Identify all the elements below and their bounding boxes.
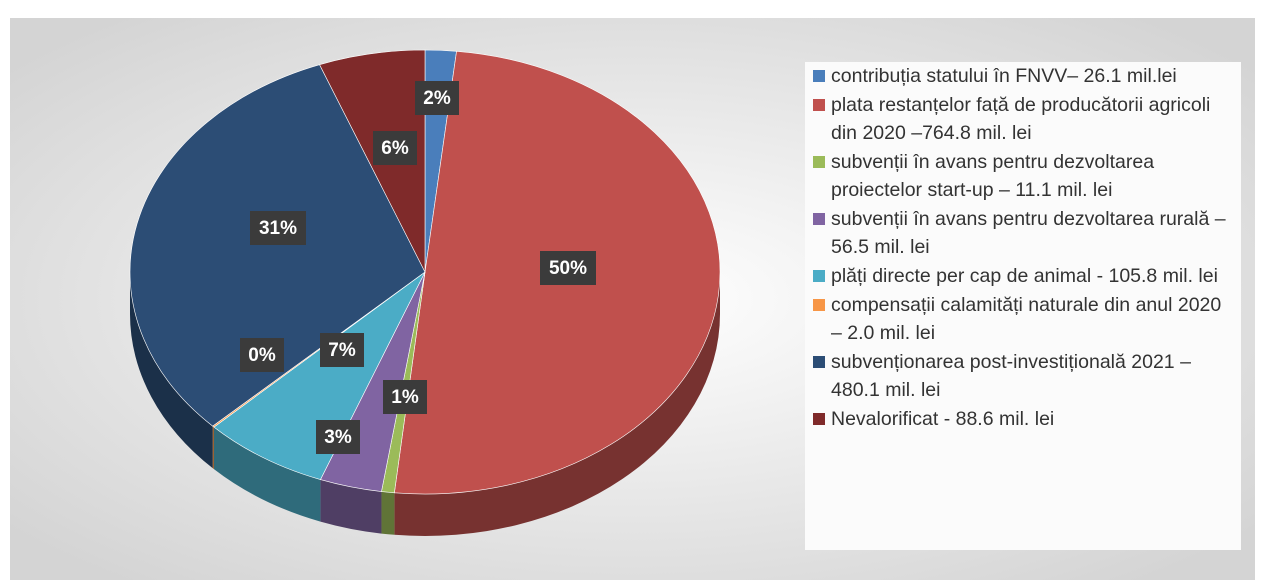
legend-swatch bbox=[813, 270, 825, 282]
legend-swatch bbox=[813, 299, 825, 311]
data-label-box bbox=[415, 81, 459, 115]
legend-entry: plata restanțelor față de producătorii a… bbox=[813, 91, 1233, 147]
slice-side bbox=[212, 426, 214, 470]
data-label-box bbox=[373, 131, 417, 165]
legend-entry: subvenții în avans pentru dezvoltarea pr… bbox=[813, 148, 1233, 204]
data-label-box bbox=[240, 338, 284, 372]
data-label: 3% bbox=[324, 427, 352, 448]
data-label: 0% bbox=[248, 345, 276, 366]
slice-side bbox=[381, 491, 395, 535]
data-label: 31% bbox=[259, 218, 297, 239]
legend-label: plăți directe per cap de animal - 105.8 … bbox=[831, 265, 1218, 287]
legend-swatch bbox=[813, 356, 825, 368]
slice-side bbox=[394, 272, 720, 536]
legend-label: contribuția statului în FNVV– 26.1 mil.l… bbox=[831, 65, 1177, 87]
legend-label: subvenționarea post-investițională 2021 … bbox=[831, 351, 1191, 401]
legend-label: subvenții în avans pentru dezvoltarea ru… bbox=[831, 208, 1226, 258]
legend-swatch bbox=[813, 156, 825, 168]
data-label-box bbox=[320, 333, 364, 367]
legend-label: Nevalorificat - 88.6 mil. lei bbox=[831, 408, 1055, 430]
slice-side bbox=[130, 272, 213, 469]
legend-label: subvenții în avans pentru dezvoltarea pr… bbox=[831, 151, 1155, 201]
legend-entry: subvenționarea post-investițională 2021 … bbox=[813, 348, 1233, 404]
data-label: 1% bbox=[391, 387, 419, 408]
legend: contribuția statului în FNVV– 26.1 mil.l… bbox=[805, 62, 1241, 550]
legend-swatch bbox=[813, 99, 825, 111]
slice bbox=[129, 64, 426, 427]
slice-side bbox=[213, 427, 321, 522]
data-label-box bbox=[383, 380, 427, 414]
slice-side bbox=[320, 479, 382, 534]
slice bbox=[213, 271, 426, 480]
data-label-box bbox=[540, 251, 596, 285]
slice bbox=[319, 49, 426, 273]
legend-entry: contribuția statului în FNVV– 26.1 mil.l… bbox=[813, 62, 1233, 90]
data-label: 7% bbox=[328, 340, 356, 361]
legend-entry: Nevalorificat - 88.6 mil. lei bbox=[813, 405, 1233, 433]
data-label: 2% bbox=[423, 88, 451, 109]
legend-label: compensații calamități naturale din anul… bbox=[831, 294, 1222, 344]
legend-label: plata restanțelor față de producătorii a… bbox=[831, 94, 1211, 144]
data-label-box bbox=[316, 420, 360, 454]
data-label: 50% bbox=[549, 258, 587, 279]
data-label-box bbox=[250, 211, 306, 245]
legend-swatch bbox=[813, 213, 825, 225]
pie: 2% 50% 1% 3% 7% 0% 31% 6% bbox=[129, 49, 721, 536]
legend-swatch bbox=[813, 413, 825, 425]
legend-entry: compensații calamități naturale din anul… bbox=[813, 291, 1233, 347]
legend-entry: plăți directe per cap de animal - 105.8 … bbox=[813, 262, 1233, 290]
legend-swatch bbox=[813, 70, 825, 82]
legend-entry: subvenții în avans pentru dezvoltarea ru… bbox=[813, 205, 1233, 261]
data-label: 6% bbox=[381, 138, 409, 159]
